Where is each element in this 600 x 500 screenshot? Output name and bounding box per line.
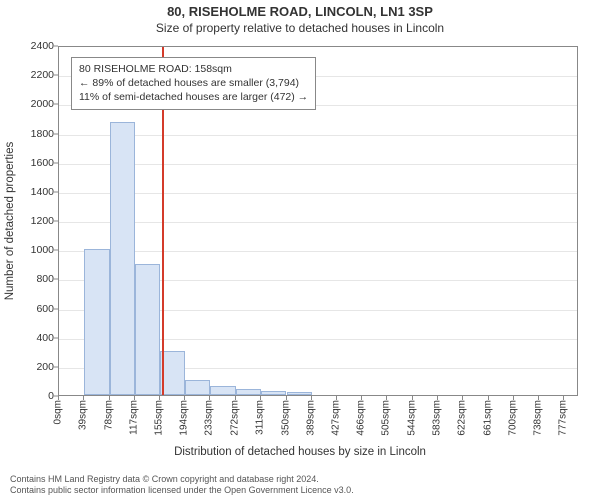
y-tick-label: 800 — [14, 273, 54, 285]
x-tick-mark — [209, 396, 210, 400]
y-tick-label: 400 — [14, 332, 54, 344]
y-tick-label: 1000 — [14, 244, 54, 256]
y-tick-mark — [54, 46, 58, 47]
annotation-box: 80 RISEHOLME ROAD: 158sqm ← 89% of detac… — [71, 57, 316, 110]
x-tick-mark — [336, 396, 337, 400]
histogram-bar — [185, 380, 210, 395]
y-tick-mark — [54, 366, 58, 367]
histogram-bar — [110, 122, 135, 395]
histogram-bar — [287, 392, 312, 395]
annotation-line-1: 80 RISEHOLME ROAD: 158sqm — [79, 62, 308, 76]
page-subtitle: Size of property relative to detached ho… — [0, 21, 600, 35]
x-tick-mark — [109, 396, 110, 400]
y-tick-mark — [54, 221, 58, 222]
y-tick-label: 2200 — [14, 69, 54, 81]
x-tick-label: 389sqm — [305, 400, 316, 436]
y-tick-label: 1400 — [14, 186, 54, 198]
x-tick-label: 777sqm — [558, 400, 569, 436]
x-tick-mark — [412, 396, 413, 400]
histogram-bar — [84, 249, 109, 395]
x-tick-label: 39sqm — [78, 400, 89, 430]
x-tick-label: 738sqm — [532, 400, 543, 436]
y-tick-mark — [54, 162, 58, 163]
x-tick-mark — [184, 396, 185, 400]
x-tick-label: 311sqm — [255, 400, 266, 435]
y-tick-label: 200 — [14, 361, 54, 373]
x-tick-label: 622sqm — [457, 400, 468, 436]
histogram-bar — [236, 389, 261, 395]
x-tick-mark — [462, 396, 463, 400]
x-tick-label: 466sqm — [355, 400, 366, 436]
annotation-line-2: ← 89% of detached houses are smaller (3,… — [79, 76, 308, 90]
x-tick-mark — [538, 396, 539, 400]
y-tick-label: 1600 — [14, 157, 54, 169]
x-tick-label: 233sqm — [204, 400, 215, 436]
x-tick-mark — [563, 396, 564, 400]
x-tick-label: 78sqm — [103, 400, 114, 430]
y-tick-mark — [54, 191, 58, 192]
y-tick-label: 2400 — [14, 40, 54, 52]
y-tick-mark — [54, 308, 58, 309]
x-tick-mark — [311, 396, 312, 400]
x-tick-label: 583sqm — [431, 400, 442, 436]
x-tick-mark — [286, 396, 287, 400]
y-axis-label: Number of detached properties — [4, 142, 16, 301]
x-tick-mark — [488, 396, 489, 400]
x-tick-mark — [58, 396, 59, 400]
footer-line-1: Contains HM Land Registry data © Crown c… — [10, 474, 354, 485]
x-tick-label: 544sqm — [406, 400, 417, 436]
y-tick-mark — [54, 133, 58, 134]
x-tick-label: 427sqm — [330, 400, 341, 436]
x-tick-label: 0sqm — [53, 400, 64, 424]
x-tick-mark — [235, 396, 236, 400]
y-tick-label: 0 — [14, 390, 54, 402]
x-tick-mark — [386, 396, 387, 400]
y-tick-mark — [54, 279, 58, 280]
y-tick-mark — [54, 337, 58, 338]
x-tick-label: 117sqm — [129, 400, 140, 435]
x-tick-mark — [260, 396, 261, 400]
y-tick-mark — [54, 75, 58, 76]
page-title: 80, RISEHOLME ROAD, LINCOLN, LN1 3SP — [0, 0, 600, 19]
annotation-line-3: 11% of semi-detached houses are larger (… — [79, 90, 308, 104]
y-tick-label: 1800 — [14, 128, 54, 140]
y-tick-label: 1200 — [14, 215, 54, 227]
x-tick-label: 194sqm — [179, 400, 190, 436]
y-tick-mark — [54, 104, 58, 105]
x-tick-mark — [513, 396, 514, 400]
x-tick-mark — [134, 396, 135, 400]
x-tick-mark — [159, 396, 160, 400]
plot-area: 80 RISEHOLME ROAD: 158sqm ← 89% of detac… — [58, 46, 578, 396]
y-tick-mark — [54, 250, 58, 251]
x-tick-label: 700sqm — [508, 400, 519, 436]
x-tick-label: 272sqm — [229, 400, 240, 436]
x-tick-label: 155sqm — [153, 400, 164, 436]
histogram-bar — [261, 391, 286, 395]
footer: Contains HM Land Registry data © Crown c… — [10, 474, 354, 497]
x-tick-label: 505sqm — [381, 400, 392, 436]
y-tick-label: 2000 — [14, 98, 54, 110]
x-tick-label: 661sqm — [482, 400, 493, 436]
histogram-bar — [135, 264, 160, 395]
y-tick-label: 600 — [14, 303, 54, 315]
footer-line-2: Contains public sector information licen… — [10, 485, 354, 496]
chart-container: 80, RISEHOLME ROAD, LINCOLN, LN1 3SP Siz… — [0, 0, 600, 500]
x-axis-label: Distribution of detached houses by size … — [0, 446, 600, 458]
x-tick-mark — [361, 396, 362, 400]
x-tick-label: 350sqm — [280, 400, 291, 436]
x-tick-mark — [437, 396, 438, 400]
histogram-bar — [210, 386, 235, 395]
x-tick-mark — [83, 396, 84, 400]
